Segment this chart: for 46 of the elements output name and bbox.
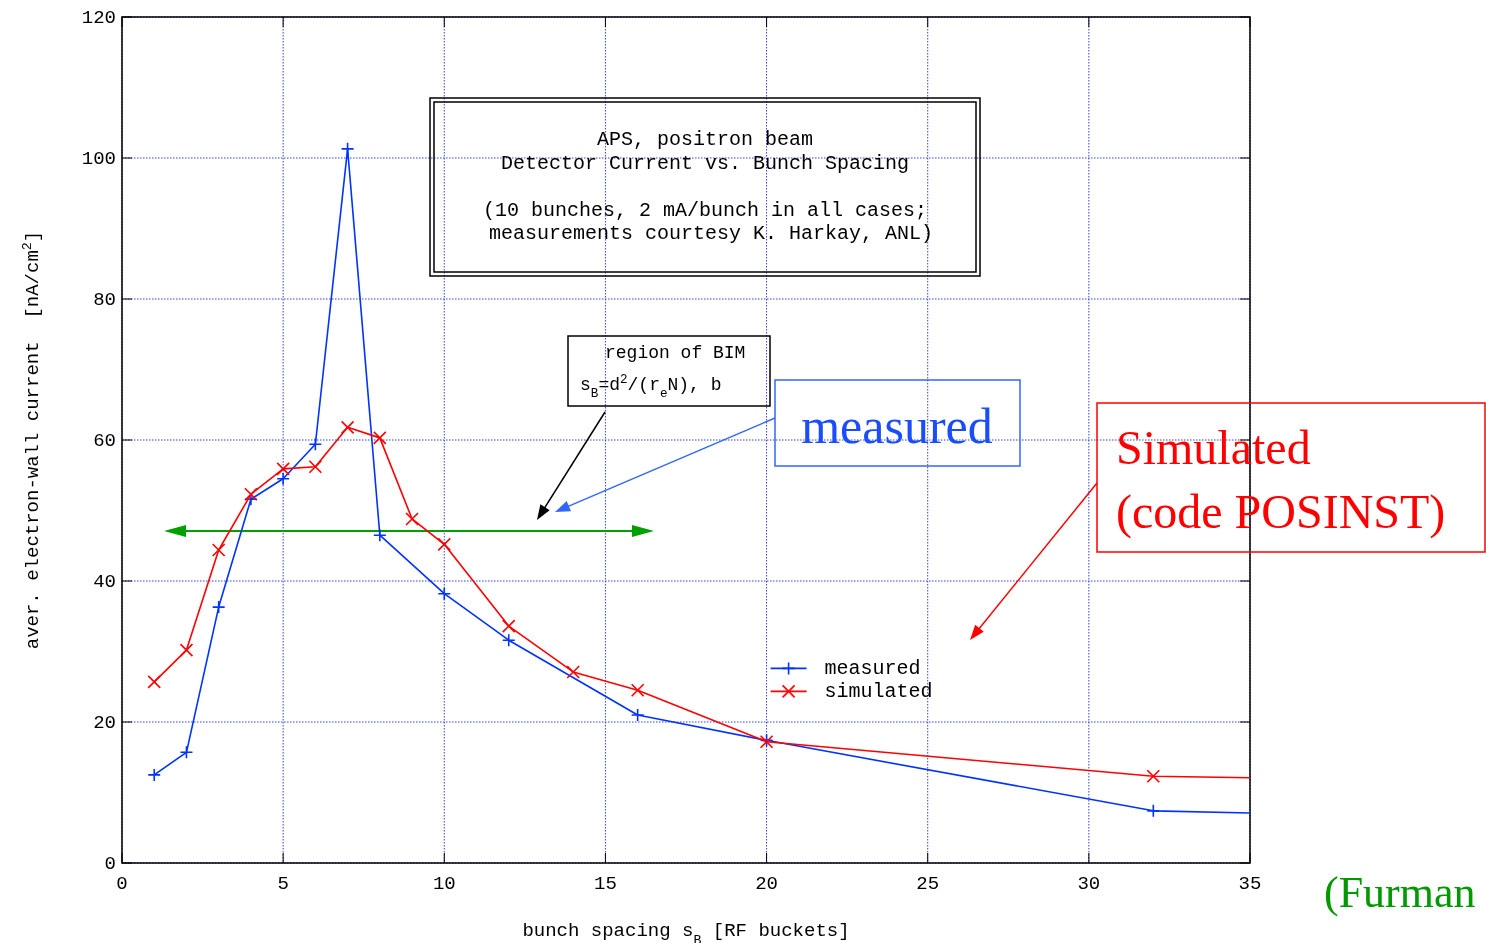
point bbox=[340, 420, 355, 435]
point bbox=[373, 528, 387, 542]
point bbox=[501, 619, 516, 633]
point bbox=[437, 586, 452, 601]
point bbox=[308, 437, 323, 452]
y-tick-label: 0 bbox=[104, 853, 116, 875]
x-axis-title: bunch spacing s$_{B}$ [RF buckets] bbox=[522, 920, 850, 943]
point bbox=[179, 745, 194, 760]
point bbox=[211, 543, 226, 557]
point bbox=[244, 487, 258, 502]
point bbox=[1146, 804, 1161, 818]
point bbox=[1146, 769, 1161, 784]
point bbox=[630, 708, 645, 722]
x-tick-label: 20 bbox=[755, 873, 778, 895]
point bbox=[630, 683, 645, 698]
x-tick-label: 5 bbox=[277, 873, 289, 895]
annotation: measured bbox=[801, 398, 993, 454]
annotation: region of BIM s$_{B}$=d$^{2}$/(r$_{e}$N), b bbox=[580, 343, 746, 401]
point bbox=[179, 643, 194, 657]
legend-label: measured bbox=[824, 657, 921, 681]
y-tick-label: 40 bbox=[93, 571, 116, 593]
y-tick-label: 80 bbox=[93, 289, 116, 311]
point bbox=[147, 768, 162, 782]
point bbox=[211, 600, 226, 614]
x-tick-label: 15 bbox=[594, 873, 617, 895]
point bbox=[566, 665, 580, 679]
legend-label: simulated bbox=[824, 680, 933, 704]
point bbox=[308, 459, 323, 474]
x-tick-label: 25 bbox=[916, 873, 940, 895]
y-tick-label: 100 bbox=[81, 148, 116, 170]
x-tick-label: 30 bbox=[1077, 873, 1101, 895]
text: (Furman bbox=[1324, 868, 1476, 917]
y-tick-label: 60 bbox=[93, 430, 116, 452]
point bbox=[147, 675, 162, 689]
point bbox=[340, 142, 355, 156]
point bbox=[405, 512, 419, 526]
point bbox=[276, 462, 290, 476]
point bbox=[373, 431, 387, 445]
point bbox=[276, 471, 290, 486]
x-tick-label: 10 bbox=[432, 873, 456, 895]
point bbox=[437, 537, 452, 552]
point bbox=[501, 633, 516, 648]
y-tick-label: 20 bbox=[93, 712, 116, 734]
x-tick-label: 35 bbox=[1238, 873, 1262, 895]
y-tick-label: 120 bbox=[81, 7, 116, 29]
text: APS, positron beam Detector Current vs. Bunch Spacing (10 bunches, 2 mA/bunch in all cases; measurements courtesy K. Harkay, ANL) bbox=[482, 128, 934, 245]
